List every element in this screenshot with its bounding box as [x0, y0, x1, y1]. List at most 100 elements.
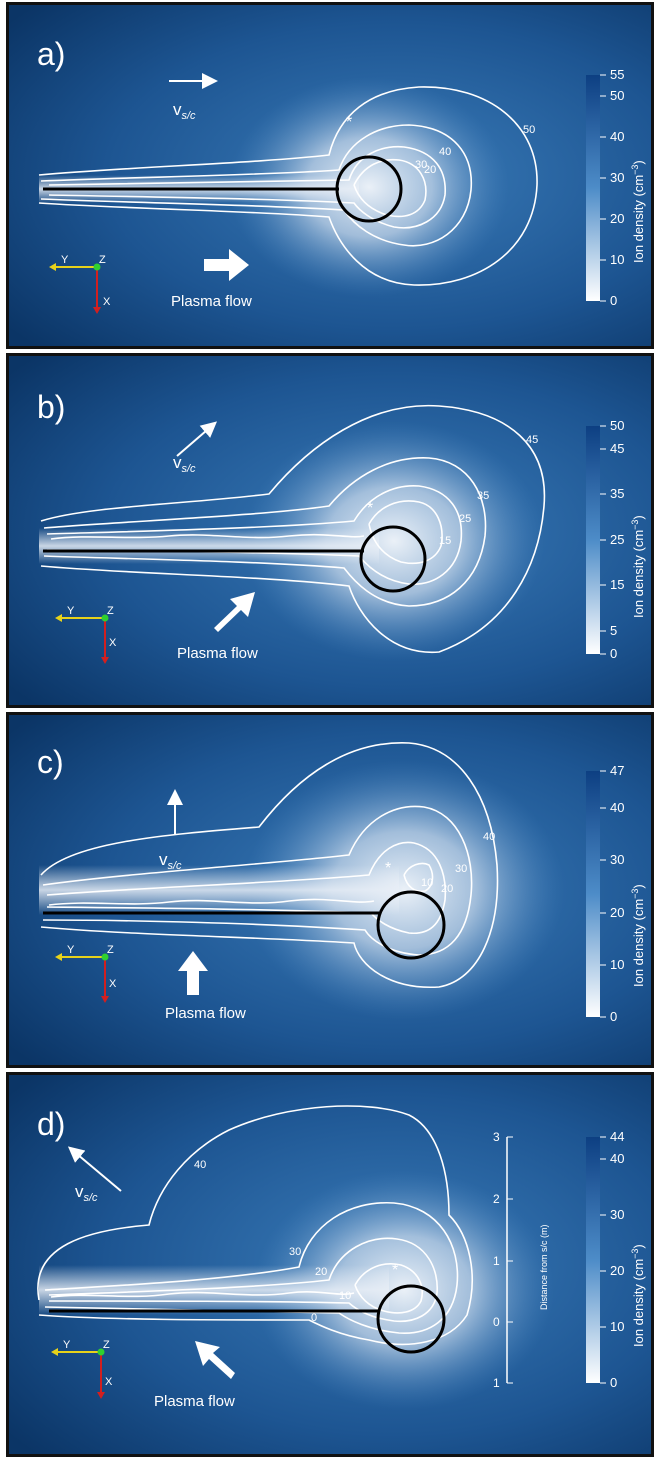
colorbar-tick: 50 — [610, 418, 624, 433]
density-tail — [39, 1265, 389, 1315]
contours — [37, 1105, 473, 1346]
colorbar-tick: 20 — [610, 1263, 624, 1278]
panel-label: b) — [37, 389, 65, 425]
panel-a-plot: a) vs/c 50 40 30 20 * Plasma flow Y Z X … — [9, 5, 651, 346]
velocity-label: vs/c — [173, 100, 196, 122]
contour-0 — [50, 1291, 355, 1298]
axis-x-label: X — [109, 637, 117, 649]
contour-label: 30 — [415, 159, 427, 171]
colorbar-tick: 40 — [610, 1151, 624, 1166]
colorbar-title: Ion density (cm−3) — [630, 160, 646, 263]
contour-40 — [37, 1105, 473, 1346]
colorbar-tick: 45 — [610, 441, 624, 456]
contour-15 — [368, 500, 443, 565]
panel-c: c) vs/c 40 30 20 10 * Plasma flow Y Z X … — [6, 712, 654, 1068]
panel-b-plot: b) vs/c 45 35 25 15 * Plasma flow Y Z X … — [9, 356, 651, 705]
contour-label: 0 — [311, 1312, 317, 1324]
contours — [40, 404, 546, 653]
contour-30 — [42, 805, 473, 956]
axis-triad-icon — [55, 953, 109, 1003]
density-core — [244, 760, 564, 1020]
colorbar-tick: 47 — [610, 763, 624, 778]
contour-20 — [46, 841, 447, 934]
asterisk-marker-icon: * — [346, 114, 352, 131]
contour-35 — [43, 457, 487, 607]
plasma-flow-label: Plasma flow — [154, 1393, 235, 1410]
distance-tick: 0 — [493, 1315, 500, 1329]
plasma-flow-arrow-icon — [204, 249, 249, 281]
asterisk-marker-icon: * — [392, 1262, 398, 1279]
plasma-flow-arrow-icon — [195, 1341, 235, 1379]
colorbar-tick: 5 — [610, 623, 617, 638]
axis-triad-icon — [49, 263, 101, 314]
axis-x-label: X — [109, 978, 117, 990]
contour-label: 20 — [441, 883, 453, 895]
colorbar-title: Ion density (cm−3) — [630, 1244, 646, 1347]
colorbar-title: Ion density (cm−3) — [630, 884, 646, 987]
panel-c-plot: c) vs/c 40 30 20 10 * Plasma flow Y Z X … — [9, 715, 651, 1065]
density-core — [254, 1170, 554, 1410]
contour-label: 40 — [194, 1159, 206, 1171]
contour-label: 35 — [477, 490, 489, 502]
distance-scale — [506, 1136, 513, 1384]
axis-triad-icon — [51, 1348, 105, 1399]
axis-y-label: Y — [67, 605, 75, 617]
colorbar-tick: 30 — [610, 170, 624, 185]
contour-label: 40 — [483, 831, 495, 843]
velocity-label: vs/c — [75, 1182, 98, 1204]
colorbar — [586, 771, 600, 1017]
contours — [40, 742, 499, 988]
contour-25 — [46, 485, 463, 585]
contour-label: 30 — [455, 863, 467, 875]
colorbar — [586, 426, 600, 654]
colorbar-tick: 10 — [610, 252, 624, 267]
colorbar-tick: 40 — [610, 129, 624, 144]
plasma-flow-label: Plasma flow — [165, 1005, 246, 1022]
axis-x-label: X — [105, 1376, 113, 1388]
contour-30 — [48, 145, 446, 229]
panel-label: a) — [37, 36, 65, 72]
axis-z-label: Z — [107, 944, 114, 956]
distance-tick: 1 — [493, 1376, 500, 1390]
colorbar-tick: 0 — [610, 1009, 617, 1024]
contour-label: 15 — [439, 535, 451, 547]
axis-z-label: Z — [103, 1339, 110, 1351]
colorbar-tick: 20 — [610, 905, 624, 920]
colorbar-tick: 40 — [610, 800, 624, 815]
colorbar-tick: 15 — [610, 577, 624, 592]
axis-x-label: X — [103, 296, 111, 308]
distance-tick: 2 — [493, 1192, 500, 1206]
colorbar-tick: 30 — [610, 1207, 624, 1222]
spacecraft-circle — [376, 890, 446, 960]
contour-label: 20 — [424, 164, 436, 176]
plasma-flow-label: Plasma flow — [177, 645, 258, 662]
panel-d: d) vs/c 40 30 20 10 0 * Plasma flow Y Z … — [6, 1072, 654, 1457]
contour-label: 45 — [526, 434, 538, 446]
colorbar-tick: 44 — [610, 1129, 624, 1144]
contour-10 — [354, 1263, 423, 1314]
colorbar-ticks: 50 45 35 25 15 5 0 — [600, 418, 624, 661]
colorbar-tick: 35 — [610, 486, 624, 501]
axis-triad-icon — [55, 614, 109, 664]
contour-40 — [40, 742, 499, 988]
panel-label: d) — [37, 1106, 65, 1142]
asterisk-marker-icon: * — [385, 860, 391, 877]
colorbar-title: Ion density (cm−3) — [630, 515, 646, 618]
contour-50 — [38, 86, 538, 286]
contour-label: 20 — [315, 1266, 327, 1278]
axis-y-label: Y — [63, 1339, 71, 1351]
distance-tick: 3 — [493, 1130, 500, 1144]
colorbar-ticks: 44 40 30 20 10 0 — [600, 1129, 624, 1390]
plasma-flow-arrow-icon — [214, 592, 255, 632]
colorbar-tick: 50 — [610, 88, 624, 103]
contour-label: 50 — [523, 124, 535, 136]
colorbar-tick: 55 — [610, 67, 624, 82]
axis-y-label: Y — [67, 944, 75, 956]
distance-scale-title: Distance from s/c (m) — [539, 1224, 549, 1310]
velocity-label: vs/c — [173, 453, 196, 475]
axis-y-label: Y — [61, 254, 69, 266]
contour-inner — [48, 898, 375, 906]
colorbar-tick: 10 — [610, 1319, 624, 1334]
axis-z-label: Z — [107, 605, 114, 617]
velocity-arrow-icon — [67, 1146, 122, 1192]
